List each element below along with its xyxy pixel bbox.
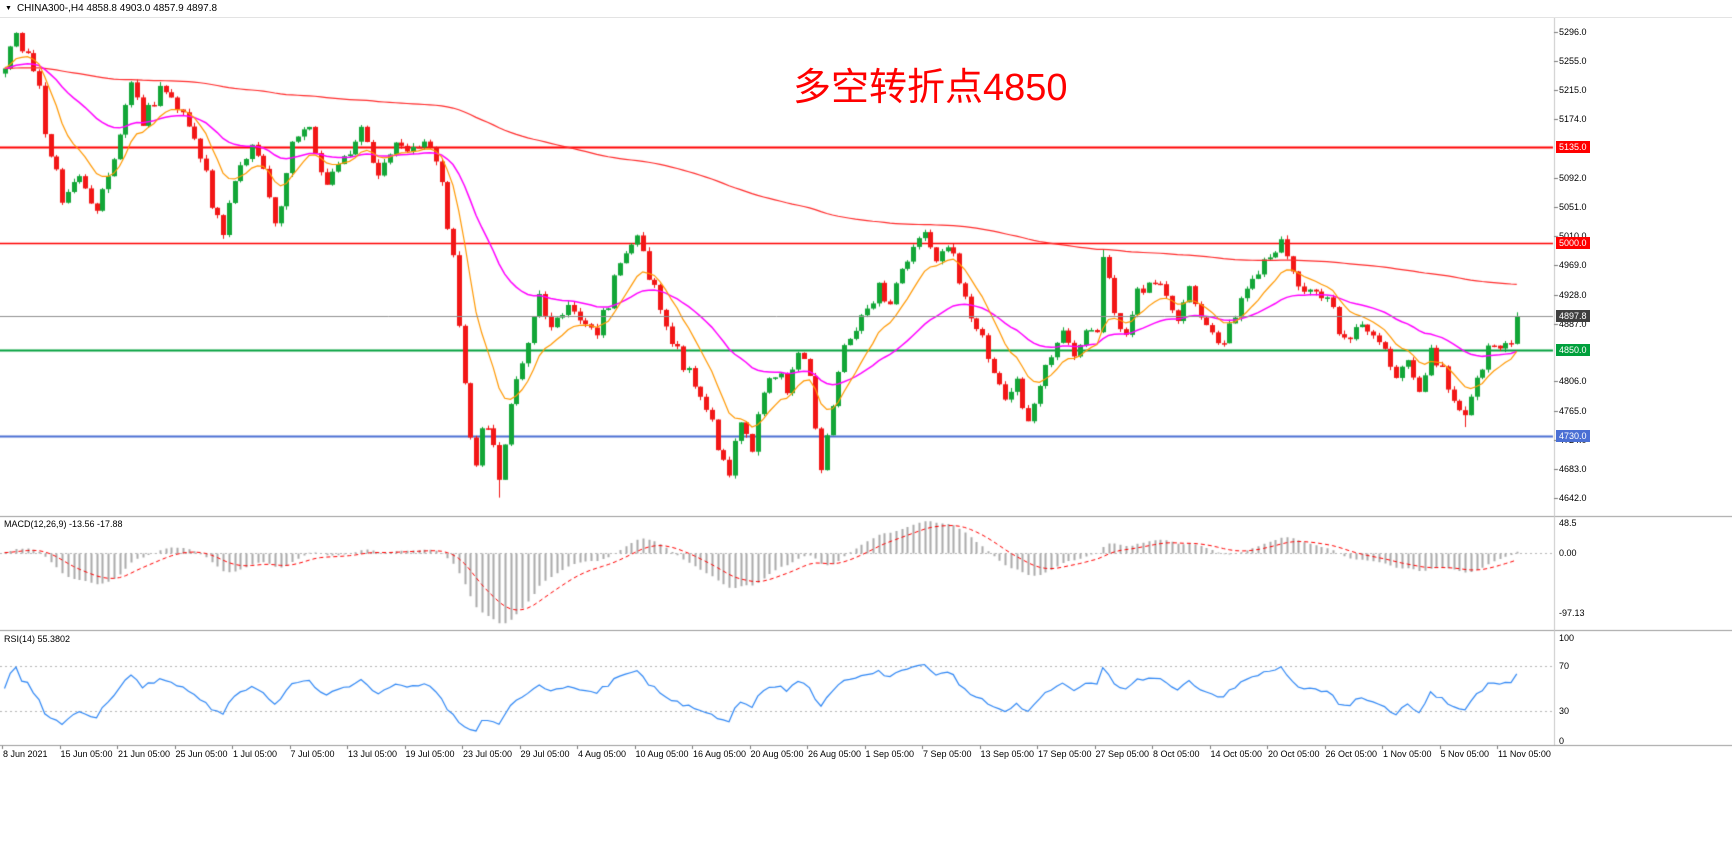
macd-indicator-label: MACD(12,26,9) -13.56 -17.88 xyxy=(4,519,123,529)
symbol-ohlc-bar: ▼ CHINA300-,H4 4858.8 4903.0 4857.9 4897… xyxy=(0,0,1732,18)
chart-annotation-text[interactable]: 多空转折点4850 xyxy=(793,67,1068,109)
chart-dropdown-icon[interactable]: ▼ xyxy=(5,5,12,12)
rsi-indicator-label: RSI(14) 55.3802 xyxy=(4,634,71,644)
symbol-ohlc-text: CHINA300-,H4 4858.8 4903.0 4857.9 4897.8 xyxy=(16,3,218,14)
